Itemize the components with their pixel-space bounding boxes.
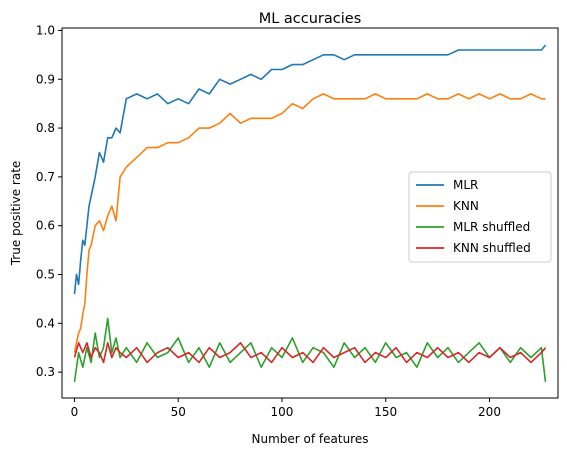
x-tick-label-4: 200 [478, 405, 501, 419]
y-tick-label-4: 0.7 [36, 170, 55, 184]
y-axis: 0.3 0.4 0.5 0.6 0.7 0.8 0.9 1.0 [36, 23, 62, 379]
y-tick-label-5: 0.8 [36, 121, 55, 135]
chart-title: ML accuracies [259, 11, 362, 27]
legend-label-3: KNN shuffled [453, 241, 531, 255]
legend-box [408, 171, 552, 263]
legend: MLR KNN MLR shuffled KNN shuffled [408, 171, 552, 263]
y-tick-label-3: 0.6 [36, 219, 55, 233]
legend-label-2: MLR shuffled [453, 220, 530, 234]
series-line-1 [73, 93, 546, 353]
legend-label-0: MLR [453, 178, 478, 192]
series-line-0 [73, 44, 547, 295]
series-line-2 [73, 317, 547, 383]
axes-frame [61, 27, 559, 399]
y-tick-label-2: 0.5 [36, 268, 55, 282]
series-layer [73, 44, 547, 383]
x-axis: 0 50 100 150 200 [71, 398, 501, 419]
plot-area [61, 27, 559, 399]
legend-items: MLR KNN MLR shuffled KNN shuffled [416, 178, 531, 255]
x-tick-label-2: 100 [271, 405, 294, 419]
y-tick-label-7: 1.0 [36, 23, 55, 37]
x-tick-label-1: 50 [171, 405, 186, 419]
x-tick-label-0: 0 [71, 405, 79, 419]
y-tick-label-6: 0.9 [36, 72, 55, 86]
x-tick-label-3: 150 [374, 405, 397, 419]
x-axis-label: Number of features [252, 432, 369, 446]
legend-label-1: KNN [453, 199, 479, 213]
series-line-3 [73, 342, 547, 364]
y-tick-label-0: 0.3 [36, 365, 55, 379]
y-axis-label: True positive rate [9, 161, 23, 267]
y-tick-label-1: 0.4 [36, 316, 55, 330]
